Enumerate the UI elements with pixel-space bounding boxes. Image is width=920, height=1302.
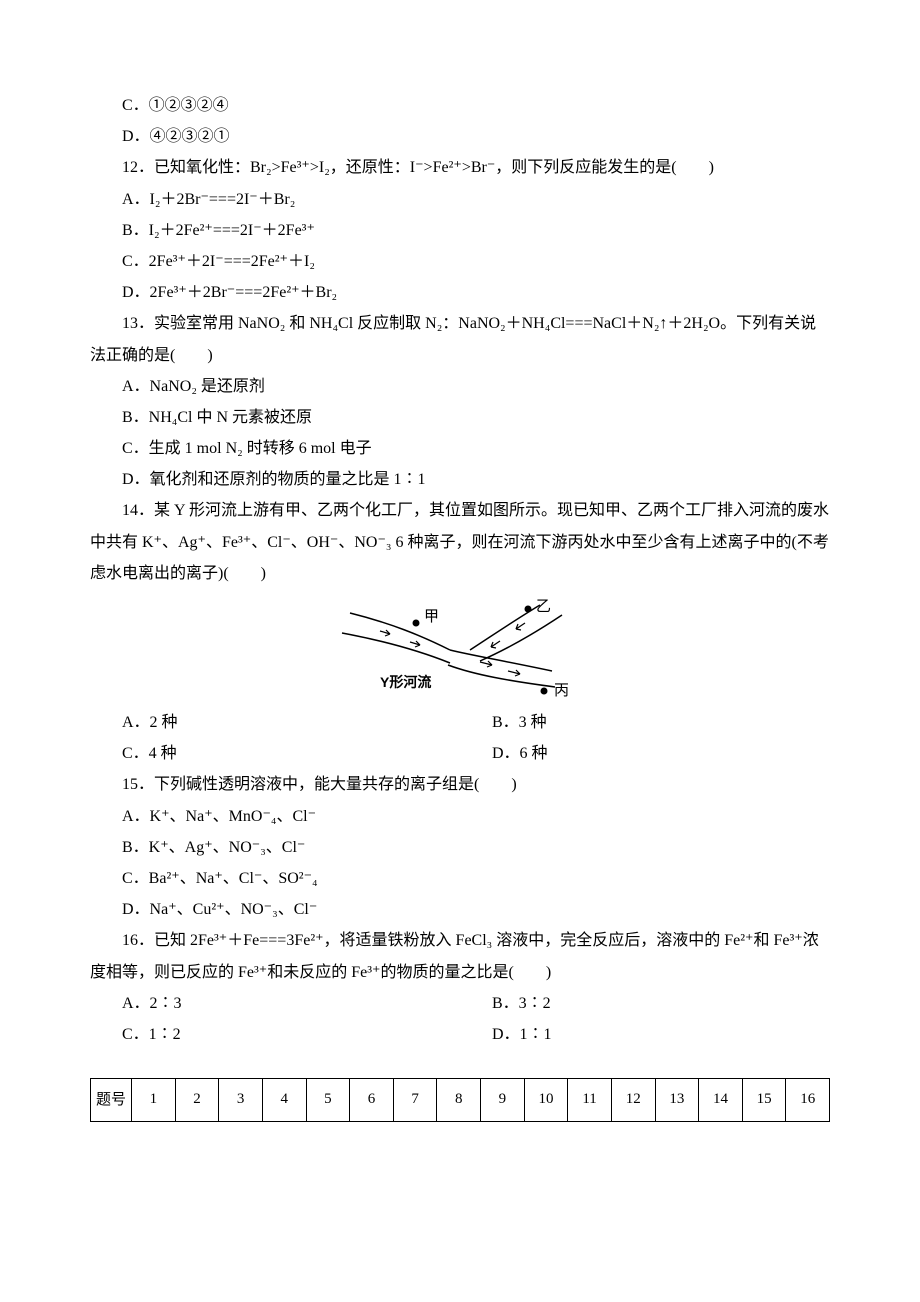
river-diagram: 甲 乙 丙 Y形河流 [330,595,590,705]
figure-label-jia: 甲 [424,609,439,625]
table-cell: 12 [611,1079,655,1122]
answer-number-table: 题号 1 2 3 4 5 6 7 8 9 10 11 12 13 14 15 1… [90,1078,830,1122]
q11-option-c: C．①②③②④ [90,90,830,121]
table-cell: 16 [786,1079,830,1122]
figure-label-yi: 乙 [536,599,551,615]
q14-figure: 甲 乙 丙 Y形河流 [90,595,830,705]
figure-label-river: Y形河流 [380,674,431,690]
table-cell: 7 [393,1079,437,1122]
q14-option-a: A．2 种 [90,707,460,738]
q12-stem: 12．已知氧化性：Br₂>Fe³⁺>I₂，还原性：I⁻>Fe²⁺>Br⁻，则下列… [90,152,830,183]
q15-stem: 15．下列碱性透明溶液中，能大量共存的离子组是( ) [90,769,830,800]
q15-option-a: A．K⁺、Na⁺、MnO⁻₄、Cl⁻ [90,801,830,832]
q12-option-a: A．I₂＋2Br⁻===2I⁻＋Br₂ [90,184,830,215]
figure-label-bing: 丙 [554,683,569,699]
table-cell: 10 [524,1079,568,1122]
q13-option-a: A．NaNO₂ 是还原剂 [90,371,830,402]
table-cell: 13 [655,1079,699,1122]
table-cell: 3 [219,1079,263,1122]
q16-option-a: A．2∶3 [90,988,460,1019]
q12-option-c: C．2Fe³⁺＋2I⁻===2Fe²⁺＋I₂ [90,246,830,277]
table-cell: 6 [350,1079,394,1122]
q11-option-d: D．④②③②① [90,121,830,152]
table-cell: 4 [262,1079,306,1122]
q13-option-c: C．生成 1 mol N₂ 时转移 6 mol 电子 [90,433,830,464]
q16-option-b: B．3∶2 [460,988,830,1019]
q16-stem: 16．已知 2Fe³⁺＋Fe===3Fe²⁺，将适量铁粉放入 FeCl₃ 溶液中… [90,925,830,987]
q15-option-d: D．Na⁺、Cu²⁺、NO⁻₃、Cl⁻ [90,894,830,925]
q13-stem: 13．实验室常用 NaNO₂ 和 NH₄Cl 反应制取 N₂：NaNO₂＋NH₄… [90,308,830,370]
table-header-cell: 题号 [91,1079,132,1122]
q15-option-b: B．K⁺、Ag⁺、NO⁻₃、Cl⁻ [90,832,830,863]
q14-option-d: D．6 种 [460,738,830,769]
table-cell: 1 [132,1079,176,1122]
q12-option-b: B．I₂＋2Fe²⁺===2I⁻＋2Fe³⁺ [90,215,830,246]
q16-option-d: D．1∶1 [460,1019,830,1050]
table-cell: 14 [699,1079,743,1122]
q13-option-d: D．氧化剂和还原剂的物质的量之比是 1∶1 [90,464,830,495]
q15-option-c: C．Ba²⁺、Na⁺、Cl⁻、SO²⁻₄ [90,863,830,894]
q14-option-c: C．4 种 [90,738,460,769]
table-cell: 15 [742,1079,786,1122]
table-cell: 11 [568,1079,612,1122]
q12-option-d: D．2Fe³⁺＋2Br⁻===2Fe²⁺＋Br₂ [90,277,830,308]
table-cell: 2 [175,1079,219,1122]
q16-option-c: C．1∶2 [90,1019,460,1050]
q14-stem: 14．某 Y 形河流上游有甲、乙两个化工厂，其位置如图所示。现已知甲、乙两个工厂… [90,495,830,589]
q13-option-b: B．NH₄Cl 中 N 元素被还原 [90,402,830,433]
q14-option-b: B．3 种 [460,707,830,738]
table-row: 题号 1 2 3 4 5 6 7 8 9 10 11 12 13 14 15 1… [91,1079,830,1122]
table-cell: 8 [437,1079,481,1122]
table-cell: 5 [306,1079,350,1122]
table-cell: 9 [481,1079,525,1122]
